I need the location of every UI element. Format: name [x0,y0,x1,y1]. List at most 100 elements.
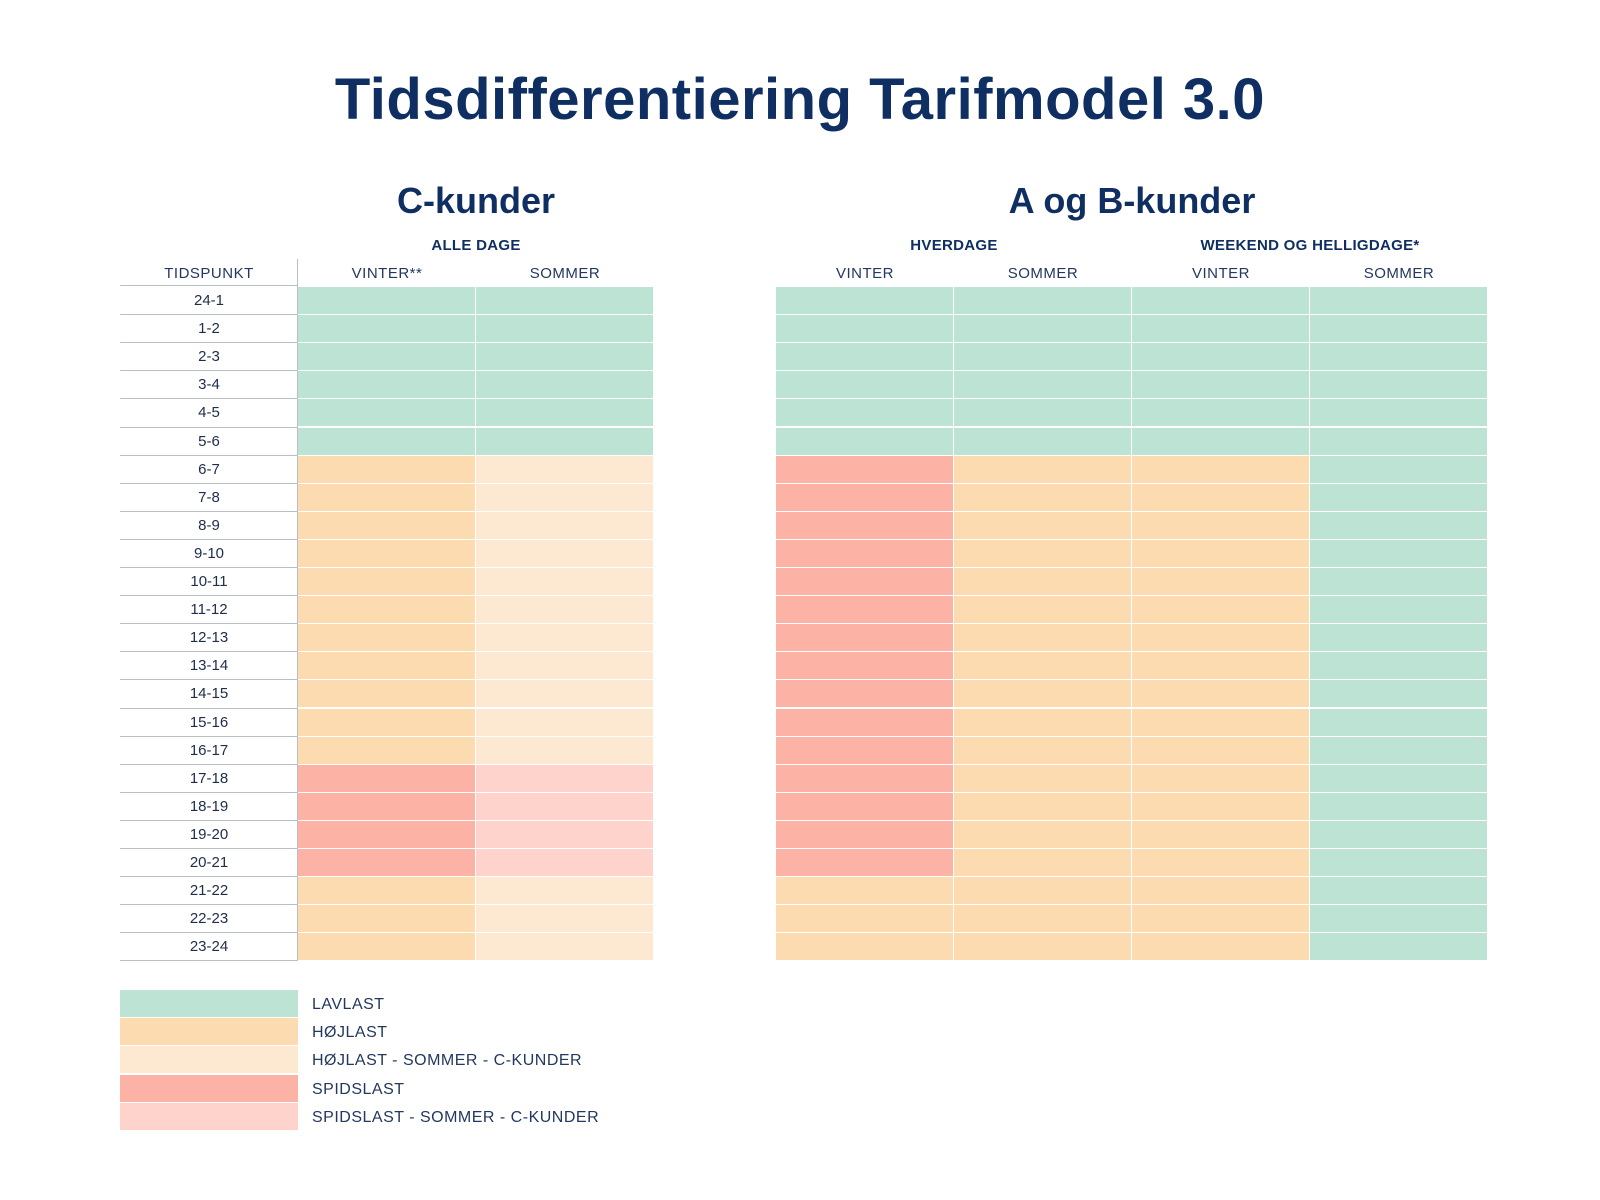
row-divider [120,342,298,344]
c-sommer-cell [476,371,653,399]
time-slot-label: 9-10 [193,544,225,562]
ab-weekend-sommer-cell [1310,736,1487,764]
ab-hverdage-vinter-cell [776,343,953,371]
ab-hverdage-sommer-cell [954,849,1131,876]
ab-hverdage-sommer-cell [954,596,1131,624]
time-slot-label: 1-2 [198,320,220,338]
ab-weekend-sommer-cell [1310,680,1487,708]
time-slot-label: 19-20 [189,825,229,843]
ab-weekend-sommer-cell [1310,877,1487,905]
ab-weekend-vinter-cell [1132,877,1309,905]
time-slot-label: 8-9 [198,516,220,534]
c-sommer-cell [476,736,653,764]
ab-hverdage-vinter-cell [776,624,953,652]
time-slot-label: 16-17 [189,741,229,759]
ab-hverdage-sommer-cell [954,680,1131,708]
c-sommer-cell [476,708,653,736]
c-sommer-cell [476,315,653,343]
ab-weekend-sommer-cell [1310,905,1487,933]
c-vinter-cell [298,792,475,820]
c-sommer-cell [476,820,653,848]
ab-hverdage-vinter-cell [776,652,953,680]
legend-swatch-hoj [120,1018,298,1046]
time-slot-label: 2-3 [198,348,220,366]
c-vinter-cell [298,483,475,511]
ab-hverdage-sommer-cell [954,343,1131,371]
row-divider [120,314,298,316]
time-slot-label: 3-4 [198,376,220,394]
ab-hverdage-sommer-cell [954,652,1131,680]
row-divider [120,482,298,484]
ab-hverdage-vinter-cell [776,315,953,343]
time-slot-label: 20-21 [189,854,229,871]
row-divider [120,763,298,765]
ab-col-header-hverdage-sommer: SOMMER [1007,265,1079,282]
ab-hverdage-sommer-cell [954,905,1131,933]
ab-weekend-vinter-cell [1132,315,1309,343]
c-sommer-cell [476,680,653,708]
c-group-header: ALLE DAGE [431,237,521,254]
ab-hverdage-vinter-cell [776,596,953,624]
ab-weekend-sommer-cell [1310,764,1487,792]
ab-weekend-vinter-cell [1132,764,1309,792]
c-sommer-cell [476,905,653,933]
ab-hverdage-sommer-cell [954,371,1131,399]
ab-weekend-sommer-cell [1310,624,1487,652]
legend-label-lav: LAVLAST [312,996,385,1013]
ab-hverdage-vinter-cell [776,877,953,905]
c-vinter-cell [298,680,475,708]
ab-group-header-hverdage: HVERDAGE [910,237,998,254]
ab-hverdage-sommer-cell [954,539,1131,567]
ab-weekend-vinter-cell [1132,820,1309,848]
ab-weekend-vinter-cell [1132,792,1309,820]
row-divider [120,398,298,400]
ab-hverdage-sommer-cell [954,399,1131,427]
c-vinter-cell [298,455,475,483]
row-divider [120,285,298,286]
ab-hverdage-vinter-cell [776,764,953,792]
c-sommer-cell [476,483,653,511]
time-slot-label: 14-15 [189,685,229,703]
ab-hverdage-sommer-cell [954,820,1131,848]
c-vinter-cell [298,624,475,652]
row-divider [120,595,298,597]
row-divider [120,735,298,737]
legend-label-hoj: HØJLAST [312,1024,388,1042]
c-vinter-cell [298,877,475,905]
row-divider [120,510,298,512]
page-title: Tidsdifferentiering Tarifmodel 3.0 [334,67,1266,132]
ab-weekend-sommer-cell [1310,568,1487,595]
c-sommer-cell [476,792,653,820]
ab-weekend-sommer-cell [1310,343,1487,371]
ab-weekend-sommer-cell [1310,371,1487,399]
time-column-header: TIDSPUNKT [164,265,254,282]
c-vinter-cell [298,371,475,399]
ab-hverdage-vinter-cell [776,905,953,933]
ab-weekend-sommer-cell [1310,287,1487,314]
time-slot-label: 15-16 [189,713,229,731]
c-vinter-cell [298,820,475,848]
ab-weekend-vinter-cell [1132,343,1309,371]
c-vinter-cell [298,287,475,314]
time-slot-label: 22-23 [189,910,229,928]
ab-hverdage-vinter-cell [776,736,953,764]
ab-weekend-vinter-cell [1132,736,1309,764]
ab-col-header-hverdage-vinter: VINTER [835,265,894,282]
ab-hverdage-vinter-cell [776,820,953,848]
ab-hverdage-sommer-cell [954,708,1131,736]
ab-weekend-sommer-cell [1310,849,1487,876]
ab-hverdage-sommer-cell [954,624,1131,652]
ab-hverdage-sommer-cell [954,427,1131,455]
time-column-divider [297,259,298,960]
c-sommer-cell [476,427,653,455]
row-divider [120,370,298,372]
time-slot-label: 5-6 [198,432,220,450]
c-sommer-cell [476,455,653,483]
ab-hverdage-vinter-cell [776,455,953,483]
row-divider [120,623,298,625]
ab-weekend-sommer-cell [1310,596,1487,624]
ab-weekend-vinter-cell [1132,371,1309,399]
c-sommer-cell [476,287,653,314]
ab-weekend-sommer-cell [1310,539,1487,567]
ab-hverdage-sommer-cell [954,511,1131,539]
